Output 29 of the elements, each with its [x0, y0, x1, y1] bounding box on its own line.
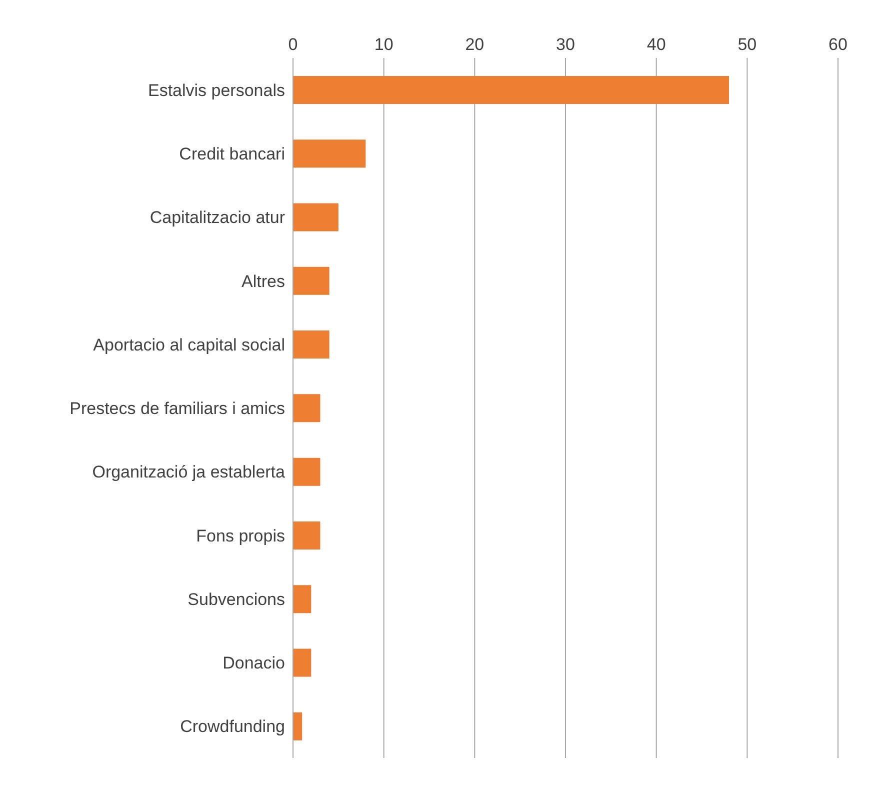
- y-tick-label: Aportacio al capital social: [93, 335, 285, 354]
- y-tick-label: Prestecs de familiars i amics: [70, 399, 285, 418]
- x-tick-label: 60: [828, 35, 848, 54]
- bar: [293, 585, 312, 614]
- x-tick-label: 50: [738, 35, 757, 54]
- x-tick-label: 10: [374, 35, 394, 54]
- bar: [293, 266, 330, 295]
- bar: [293, 394, 320, 422]
- y-tick-label: Capitalitzacio atur: [150, 208, 286, 228]
- x-tick-label: 20: [465, 35, 484, 54]
- y-tick-label: Altres: [242, 272, 285, 291]
- y-tick-label: Subvencions: [188, 590, 285, 609]
- bar: [293, 458, 320, 486]
- y-tick-label: Credit bancari: [179, 144, 285, 164]
- y-tick-label: Organització ja establerta: [92, 462, 286, 482]
- bar: [293, 330, 330, 359]
- bar: [293, 521, 320, 550]
- bar: [293, 648, 312, 677]
- y-tick-label: Donacio: [222, 654, 285, 673]
- y-tick-label: Estalvis personals: [148, 80, 285, 100]
- bar: [293, 712, 302, 740]
- x-tick-label: 40: [646, 35, 666, 54]
- bar: [293, 140, 366, 168]
- x-tick-label: 30: [556, 35, 575, 54]
- bar: [293, 203, 338, 232]
- bar: [293, 76, 729, 104]
- y-tick-label: Fons propis: [196, 526, 285, 546]
- y-tick-label: Crowdfunding: [180, 717, 285, 736]
- x-tick-label: 0: [288, 35, 298, 54]
